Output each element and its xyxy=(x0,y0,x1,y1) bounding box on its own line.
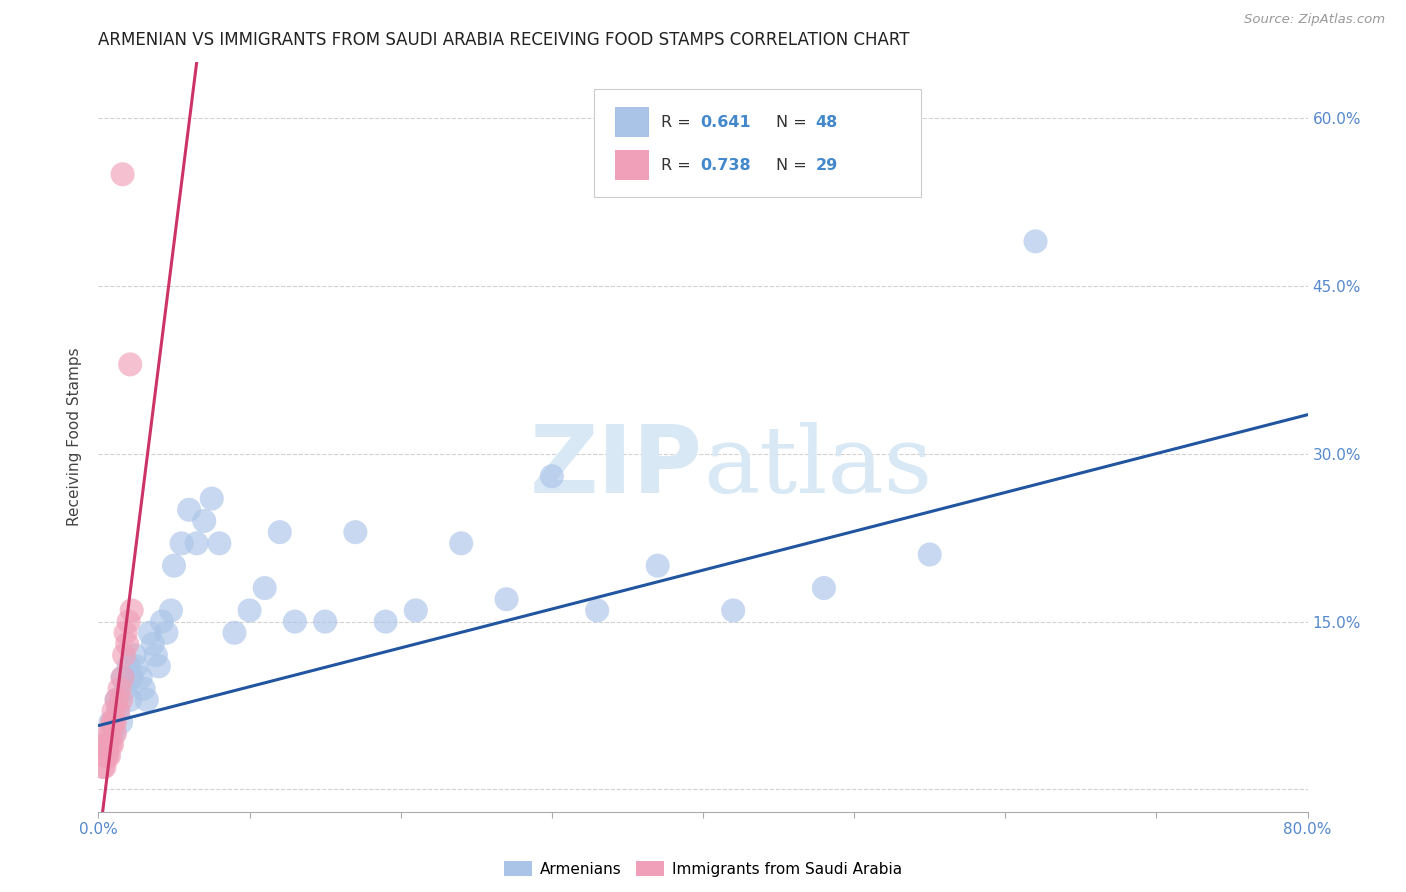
Point xyxy=(170,536,193,550)
Point xyxy=(405,603,427,617)
Y-axis label: Receiving Food Stamps: Receiving Food Stamps xyxy=(67,348,83,526)
Point xyxy=(239,603,262,617)
Point xyxy=(120,693,142,707)
Point xyxy=(186,536,208,550)
Text: 0.738: 0.738 xyxy=(700,158,751,172)
Point xyxy=(314,615,336,629)
Point xyxy=(96,748,118,763)
Text: N =: N = xyxy=(776,115,811,130)
Point xyxy=(918,548,941,562)
Point xyxy=(98,726,121,740)
Point xyxy=(224,625,246,640)
Point xyxy=(111,671,134,685)
Point xyxy=(118,615,141,629)
Legend: Armenians, Immigrants from Saudi Arabia: Armenians, Immigrants from Saudi Arabia xyxy=(498,855,908,883)
Point xyxy=(193,514,215,528)
Point xyxy=(647,558,669,573)
Point xyxy=(540,469,562,483)
Point xyxy=(96,738,118,752)
Point xyxy=(100,715,122,730)
Point xyxy=(94,738,117,752)
Point xyxy=(93,748,115,763)
Point xyxy=(118,659,141,673)
Point xyxy=(179,502,201,516)
Point xyxy=(813,581,835,595)
Point xyxy=(103,715,125,730)
Point xyxy=(94,738,117,752)
Point xyxy=(111,671,134,685)
Point xyxy=(450,536,472,550)
Point xyxy=(129,671,152,685)
Point xyxy=(121,603,143,617)
Point xyxy=(145,648,167,662)
Text: 48: 48 xyxy=(815,115,838,130)
Point xyxy=(586,603,609,617)
Point xyxy=(495,592,517,607)
Point xyxy=(110,715,132,730)
Point xyxy=(104,715,127,730)
Point xyxy=(208,536,231,550)
Point xyxy=(111,167,134,181)
Point xyxy=(1024,235,1046,249)
Point xyxy=(101,715,124,730)
Point xyxy=(124,648,146,662)
Point xyxy=(94,748,117,763)
Point xyxy=(91,760,114,774)
Point xyxy=(142,637,165,651)
Point xyxy=(155,625,177,640)
Point xyxy=(121,671,143,685)
Point xyxy=(93,760,115,774)
Point xyxy=(98,748,121,763)
Point xyxy=(105,693,128,707)
Point xyxy=(103,704,125,718)
Text: 0.641: 0.641 xyxy=(700,115,751,130)
Point xyxy=(104,726,127,740)
FancyBboxPatch shape xyxy=(595,88,921,197)
Point xyxy=(135,693,157,707)
Point xyxy=(105,693,128,707)
Point xyxy=(723,603,745,617)
Text: R =: R = xyxy=(661,115,696,130)
Point xyxy=(284,615,307,629)
Point xyxy=(132,681,155,696)
Point xyxy=(112,648,135,662)
Point xyxy=(269,525,291,540)
Point xyxy=(103,726,125,740)
Point xyxy=(344,525,367,540)
Text: 29: 29 xyxy=(815,158,838,172)
Point xyxy=(107,704,129,718)
Point xyxy=(114,625,136,640)
Point xyxy=(108,681,131,696)
Point xyxy=(100,726,122,740)
Text: atlas: atlas xyxy=(703,422,932,512)
Point xyxy=(163,558,186,573)
Text: N =: N = xyxy=(776,158,811,172)
Point xyxy=(139,625,162,640)
Point xyxy=(160,603,183,617)
Point xyxy=(120,358,142,372)
Text: Source: ZipAtlas.com: Source: ZipAtlas.com xyxy=(1244,13,1385,27)
Point xyxy=(253,581,276,595)
Text: R =: R = xyxy=(661,158,696,172)
Point xyxy=(148,659,170,673)
FancyBboxPatch shape xyxy=(614,107,648,137)
Point xyxy=(114,681,136,696)
Point xyxy=(110,693,132,707)
FancyBboxPatch shape xyxy=(614,150,648,180)
Point xyxy=(115,637,138,651)
Point xyxy=(374,615,396,629)
Point xyxy=(125,659,148,673)
Point xyxy=(150,615,173,629)
Text: ARMENIAN VS IMMIGRANTS FROM SAUDI ARABIA RECEIVING FOOD STAMPS CORRELATION CHART: ARMENIAN VS IMMIGRANTS FROM SAUDI ARABIA… xyxy=(98,31,910,49)
Point xyxy=(100,738,122,752)
Point xyxy=(107,704,129,718)
Text: ZIP: ZIP xyxy=(530,421,703,513)
Point xyxy=(201,491,224,506)
Point xyxy=(101,738,124,752)
